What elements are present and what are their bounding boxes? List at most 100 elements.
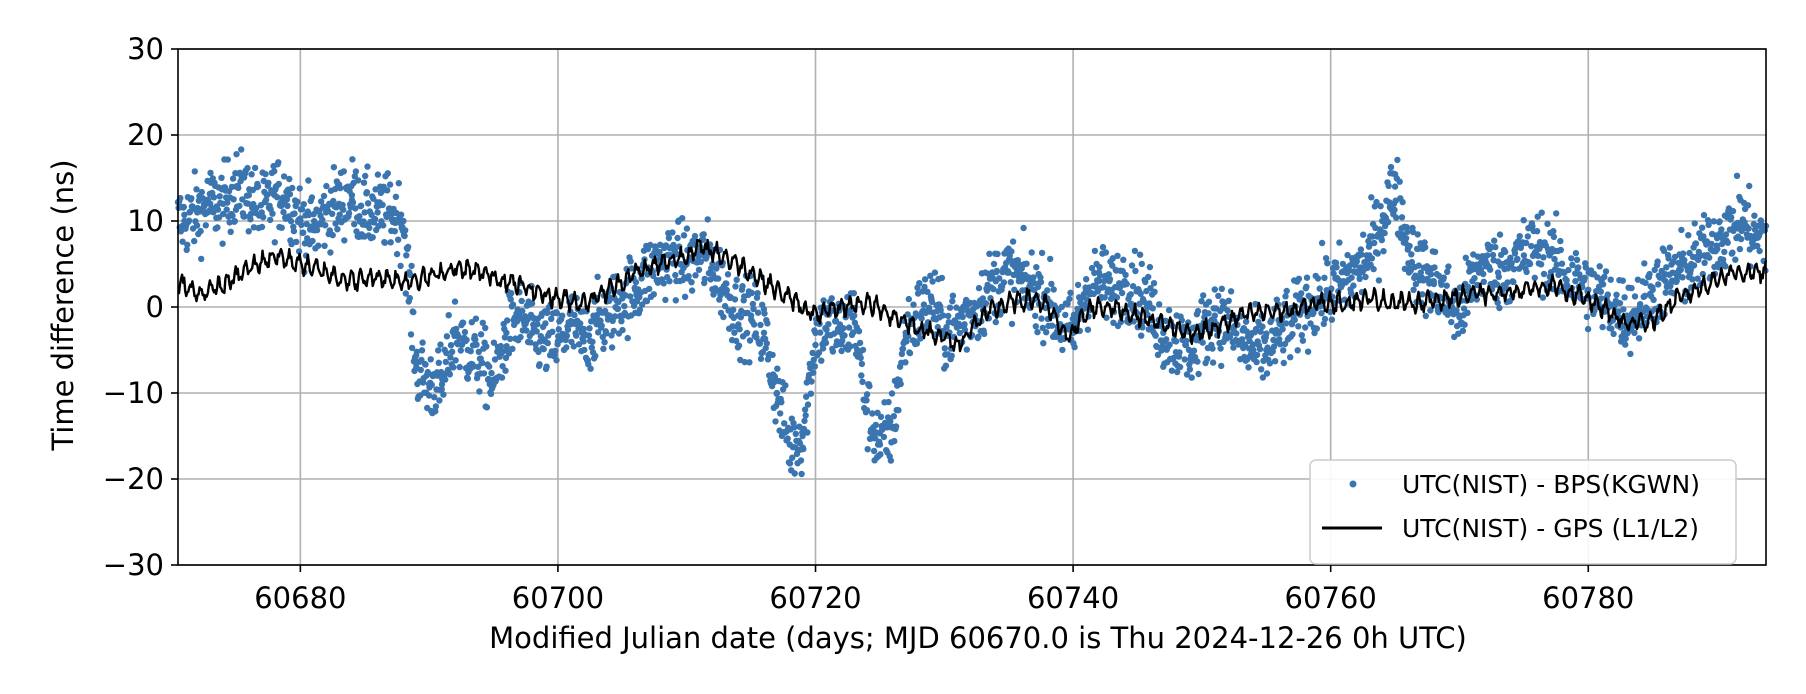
scatter-point [571,311,578,319]
scatter-point [1360,231,1367,238]
scatter-point [1401,265,1409,272]
scatter-point [1724,239,1731,246]
scatter-point [1533,243,1541,250]
scatter-point [903,338,910,345]
legend-box [1309,459,1737,565]
scatter-point [1744,202,1752,209]
scatter-point [1708,240,1715,248]
scatter-point [1646,270,1653,278]
scatter-point [636,306,644,313]
scatter-point [516,312,523,319]
scatter-point [260,214,267,221]
scatter-point [1651,266,1658,274]
scatter-point [1353,258,1361,265]
scatter-point [1480,270,1487,278]
x-tick-label: 60720 [769,581,861,615]
scatter-point [646,285,653,293]
scatter-point [1028,249,1035,256]
scatter-point [808,378,815,385]
scatter-point [1716,218,1723,225]
scatter-point [1259,374,1267,381]
scatter-point [1666,244,1674,251]
scatter-point [1528,242,1535,250]
scatter-point [721,302,729,310]
scatter-point [856,339,864,347]
scatter-point [293,238,300,246]
scatter-point [1714,245,1721,253]
scatter-point [198,255,205,263]
scatter-point [264,191,271,198]
scatter-point [1011,286,1018,293]
scatter-point [393,250,401,258]
scatter-point [966,312,974,319]
scatter-point [1241,341,1249,348]
scatter-point [435,347,442,354]
scatter-point [1610,303,1618,311]
scatter-point [736,326,743,333]
scatter-point [601,339,608,346]
scatter-point [1227,288,1235,295]
scatter-point [245,228,252,235]
scatter-point [336,211,343,218]
scatter-point [464,346,471,354]
scatter-point [1681,298,1689,305]
scatter-point [1328,316,1336,323]
scatter-point [271,168,278,175]
scatter-point [1622,341,1629,348]
scatter-point [490,339,498,346]
scatter-point [695,266,703,273]
scatter-point [323,182,330,190]
scatter-point [666,278,673,285]
scatter-point [360,179,368,186]
scatter-point [188,195,195,202]
scatter-point [185,217,193,224]
scatter-point [1340,278,1347,285]
scatter-point [1129,283,1137,290]
scatter-point [1048,280,1055,288]
scatter-point [1544,220,1551,227]
scatter-point [387,239,394,246]
scatter-point [1398,214,1406,221]
scatter-point [1641,260,1648,267]
scatter-point [473,341,480,348]
scatter-point [1387,163,1395,171]
scatter-point [1270,343,1278,350]
scatter-point [1404,228,1411,235]
scatter-point [1295,275,1303,282]
scatter-point [1062,311,1069,319]
scatter-point [1596,263,1603,270]
scatter-point [223,206,230,213]
scatter-point [401,232,408,240]
scatter-point [349,199,357,206]
scatter-point [943,323,950,331]
scatter-point [1494,269,1502,276]
scatter-point [295,248,303,255]
scatter-point [916,280,923,287]
scatter-point [1243,328,1250,335]
scatter-point [250,224,258,231]
scatter-point [812,329,819,336]
scatter-point [197,227,204,235]
scatter-point [1559,269,1566,276]
scatter-point [1511,250,1519,257]
scatter-point [470,363,477,370]
scatter-point [913,340,921,347]
scatter-point [570,343,577,350]
scatter-point [723,280,730,287]
scatter-point [461,328,469,336]
scatter-point [1371,239,1378,247]
scatter-point [331,185,339,193]
scatter-point [1510,278,1517,286]
scatter-point [1551,255,1558,263]
scatter-point [975,333,982,340]
scatter-point [191,237,198,245]
scatter-point [1421,239,1428,246]
scatter-point [1599,323,1606,331]
scatter-point [938,274,946,282]
scatter-point [1694,275,1701,282]
scatter-point [403,252,410,259]
scatter-point [1710,218,1718,225]
scatter-point [1533,228,1541,235]
scatter-point [472,336,479,343]
scatter-point [1462,254,1470,261]
